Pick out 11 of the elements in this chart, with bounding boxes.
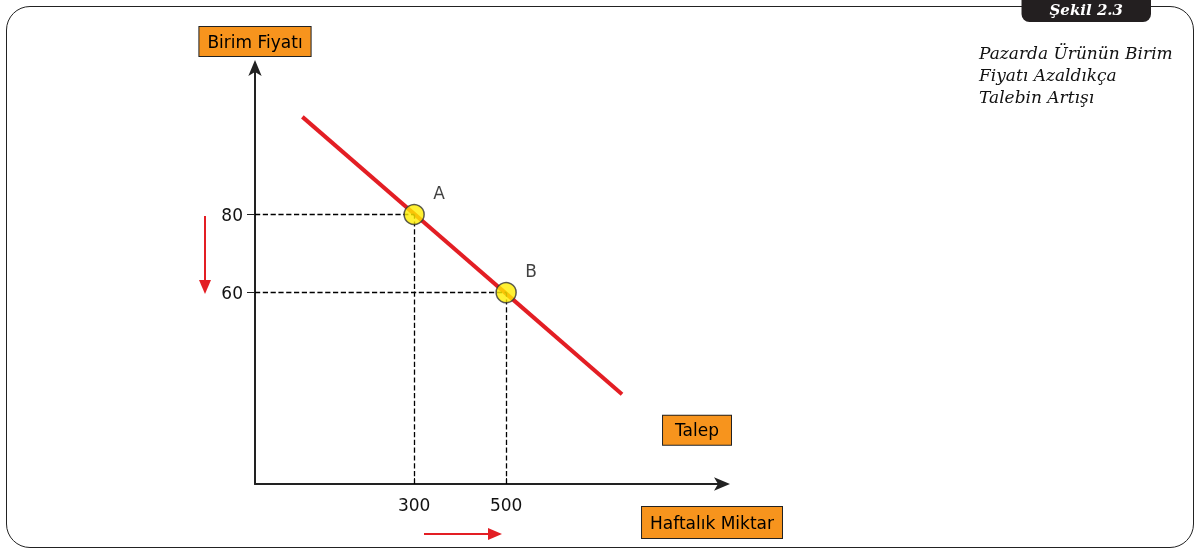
x-axis-title: Haftalık Miktar — [650, 512, 775, 533]
text: Talep — [674, 420, 719, 441]
annotation: A — [433, 182, 446, 203]
x-tick-label: 300 — [397, 494, 431, 515]
text: Pazarda Ürünün Birim Fiyatı Azaldıkça Talebin Artışı — [978, 43, 1179, 107]
y-tick-label: 80 — [221, 204, 243, 225]
y-tick-label: 60 — [221, 282, 243, 303]
y-axis-title: Birim Fiyatı — [207, 31, 303, 52]
x-tick-label: 500 — [489, 494, 523, 515]
text: Şekil 2.3 — [1049, 0, 1123, 19]
annotation: B — [525, 260, 537, 281]
